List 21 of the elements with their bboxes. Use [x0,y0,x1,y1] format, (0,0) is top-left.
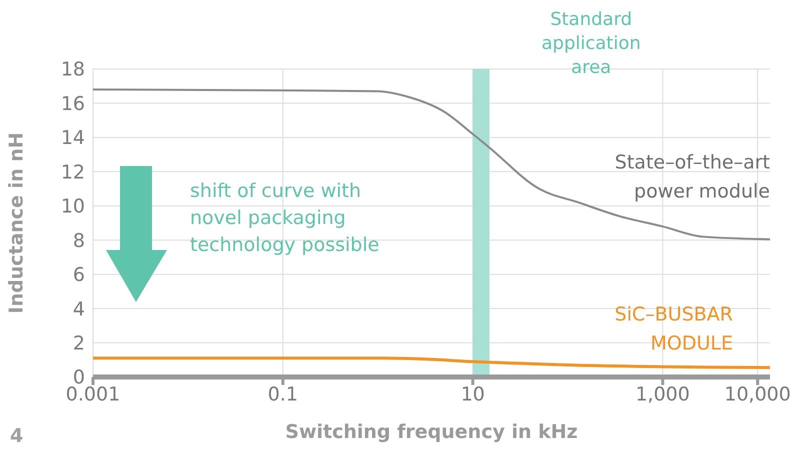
y-tick-label: 6 [72,264,85,286]
text: 4 [10,425,24,447]
annotation: shift of curve with novel packaging technology possible [190,179,380,258]
y-tick-label: 10 [60,196,85,218]
series-label: SiC–BUSBAR MODULE [614,304,733,355]
y-tick-label: 2 [72,332,85,355]
x-tick-label: 10 [460,383,485,406]
series-label: State–of–the–art power module [614,151,770,202]
band-label: Standard application area [541,9,641,78]
x-tick-label: 1,000 [635,383,690,406]
y-tick-label: 18 [60,58,85,81]
x-tick-label: 0.001 [66,383,120,406]
y-axis-title: Inductance in nH [6,132,28,314]
x-axis-title: Switching frequency in kHz [285,421,578,443]
y-tick-label: 8 [72,230,85,252]
x-tick-label: 10,000 [724,383,791,406]
x-tick-label: 0.1 [268,383,298,406]
y-tick-label: 16 [60,92,85,115]
y-tick-label: 4 [72,298,85,320]
y-tick-label: 12 [60,161,85,184]
y-tick-label: 14 [60,127,85,150]
